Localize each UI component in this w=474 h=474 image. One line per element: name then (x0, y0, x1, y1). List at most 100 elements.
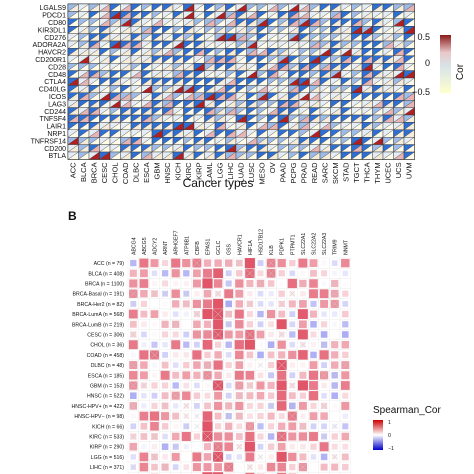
panel-b-column-label: EPAS1 (206, 239, 212, 255)
panel-a-cell (277, 70, 289, 79)
panel-b-cell (223, 349, 235, 361)
panel-a-cell (204, 114, 216, 123)
panel-b-cell (233, 319, 245, 330)
panel-a-cell-diagonal (78, 3, 90, 12)
panel-a-cell-diagonal (382, 107, 394, 116)
panel-a-cell-diagonal (99, 92, 111, 101)
panel-a-cell-diagonal (120, 92, 132, 101)
panel-b-cell-square (289, 372, 296, 379)
panel-a-cell (109, 92, 121, 101)
panel-a-cell-diagonal (330, 85, 342, 93)
panel-a-cell-diagonal (277, 100, 289, 108)
panel-a-cell (141, 33, 153, 42)
panel-b-cell-square (341, 453, 349, 461)
panel-a-cell (214, 107, 226, 116)
panel-a-cell-diagonal (225, 63, 237, 71)
panel-a-cell-diagonal (120, 18, 132, 27)
panel-b-cell (233, 278, 245, 289)
panel-b-cell-square (225, 341, 232, 348)
panel-a-cell (277, 107, 289, 116)
panel-a-cell (309, 70, 321, 79)
panel-b-cell (159, 329, 171, 340)
panel-b-cell (170, 319, 182, 330)
panel-a-cell (162, 48, 174, 57)
panel-b-cell (212, 329, 224, 340)
panel-a-cell-diagonal (403, 3, 415, 12)
panel-b-cell-square (298, 350, 308, 360)
panel-b-cell-square (193, 433, 201, 440)
panel-b-cell (254, 308, 266, 320)
panel-b-cell-square (181, 431, 191, 442)
panel-b-cell-square (341, 340, 350, 349)
panel-a-cell-diagonal (277, 77, 289, 86)
panel-b-cell (339, 288, 351, 300)
panel-b-cell (233, 441, 245, 453)
panel-a-cell (319, 26, 331, 34)
panel-a-cell-diagonal (193, 144, 205, 153)
panel-a-cell (361, 26, 373, 34)
panel-b-cell-square (171, 269, 180, 278)
panel-b-cell-square (247, 362, 253, 368)
panel-a-cell-diagonal (246, 77, 258, 86)
panel-a-cell (403, 129, 415, 138)
panel-a-cell (235, 144, 247, 153)
panel-b-cell (339, 339, 351, 351)
panel-a-cell-diagonal (172, 48, 184, 56)
panel-a-cell (67, 122, 79, 131)
panel-a-row-label: CTLA4 (44, 79, 66, 86)
panel-a-cell (340, 129, 352, 138)
panel-a-cell (288, 136, 300, 145)
panel-a-column-label: HNSC (163, 162, 172, 184)
panel-a-cell-diagonal (204, 55, 216, 64)
panel-a-cell-diagonal (403, 85, 415, 93)
panel-a-cell (172, 33, 184, 42)
panel-a-cell-diagonal (204, 26, 216, 34)
panel-a-cell (193, 33, 205, 42)
panel-b-cell-cross (266, 258, 276, 268)
panel-a-cell (340, 85, 352, 94)
panel-a-cell-diagonal (141, 40, 153, 49)
panel-b-cell-square (162, 382, 169, 389)
panel-a-cell-diagonal (88, 77, 100, 86)
panel-b-cell-cross (183, 423, 190, 430)
panel-b-cell-square (151, 341, 158, 348)
panel-b-cell (297, 329, 309, 340)
panel-a-cell (235, 114, 247, 123)
panel-b-cell (191, 451, 203, 463)
panel-a-cell-diagonal (288, 137, 300, 145)
panel-a-cell-diagonal (361, 122, 373, 130)
panel-b-cell (180, 308, 192, 320)
panel-a-cell (309, 122, 321, 131)
panel-a-cell (204, 63, 216, 71)
panel-a-cell (183, 33, 195, 42)
panel-a-cell-diagonal (246, 144, 258, 153)
panel-b-cell-square (342, 392, 349, 399)
panel-b-cell-square (130, 392, 137, 399)
panel-a-cell-diagonal (78, 92, 90, 101)
panel-b-cell-cross (246, 300, 254, 308)
panel-a-cell (172, 26, 184, 34)
panel-a-cell (225, 11, 237, 19)
panel-b-cell-square (244, 441, 255, 452)
panel-a-cell-diagonal (99, 137, 111, 145)
panel-a-cell-diagonal (246, 85, 258, 93)
panel-a-cell-diagonal (235, 100, 247, 108)
panel-b-cell-cross (256, 279, 265, 288)
panel-a-cell (172, 85, 184, 94)
panel-b-cell-square (256, 391, 265, 400)
panel-a-cell-diagonal (403, 114, 415, 123)
panel-a-cell-diagonal (120, 137, 132, 145)
panel-b-cell (191, 308, 203, 320)
panel-a-cell (235, 18, 247, 27)
panel-b-cell-square (235, 330, 244, 339)
panel-a-cell (298, 151, 310, 160)
panel-a-cell (403, 63, 415, 71)
panel-b-cell-square (342, 270, 348, 276)
panel-b-cell (159, 410, 171, 422)
panel-b-cell (127, 349, 139, 361)
panel-b-cell (212, 268, 224, 279)
panel-a-cell-diagonal (162, 70, 174, 79)
panel-a-cell (109, 144, 121, 153)
panel-a-cell (88, 114, 100, 123)
panel-b-cell-square (246, 351, 254, 359)
